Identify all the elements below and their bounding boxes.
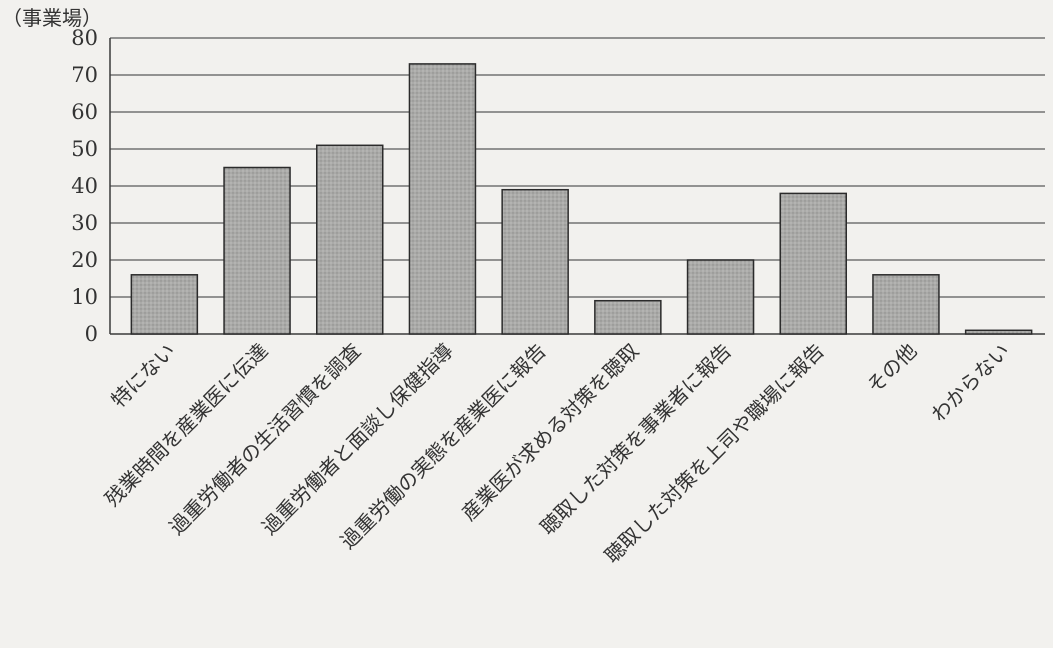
bar: [872, 274, 940, 335]
category-label: 聴取した対策を事業者に報告: [535, 339, 736, 540]
y-tick-label: 30: [71, 211, 98, 235]
category-labels: 特にない残業時間を産業医に伝達過重労働者の生活習慣を調査過重労働者と面談し保健指…: [100, 339, 1014, 568]
category-label: 特にない: [106, 339, 180, 413]
category-label: 過重労働者と面談し保健指導: [257, 339, 458, 540]
y-tick-labels: 0 10 20 30 40 50 60 70 80: [71, 26, 98, 346]
bar: [779, 192, 847, 335]
y-tick-label: 70: [71, 63, 98, 87]
category-label: 産業医が求める対策を聴取: [457, 339, 644, 526]
bar: [686, 259, 755, 335]
category-label: 過重労働者の生活習慣を調査: [164, 339, 365, 540]
bar: [594, 299, 662, 335]
bar: [316, 144, 384, 335]
bar: [964, 329, 1033, 335]
bars: [130, 63, 1033, 335]
y-tick-label: 50: [71, 137, 98, 161]
y-tick-label: 10: [71, 285, 98, 309]
category-label: わからない: [927, 339, 1015, 427]
bar: [223, 166, 291, 335]
bar: [501, 188, 569, 335]
y-axis-unit-label: （事業場）: [2, 6, 102, 30]
y-tick-label: 80: [71, 26, 98, 50]
y-tick-label: 20: [71, 248, 98, 272]
category-label: その他: [862, 339, 921, 398]
bar: [130, 274, 199, 335]
y-tick-label: 60: [71, 100, 98, 124]
category-label: 残業時間を産業医に伝達: [100, 339, 273, 512]
y-tick-label: 0: [85, 322, 98, 346]
y-tick-label: 40: [71, 174, 98, 198]
bar: [408, 63, 477, 335]
